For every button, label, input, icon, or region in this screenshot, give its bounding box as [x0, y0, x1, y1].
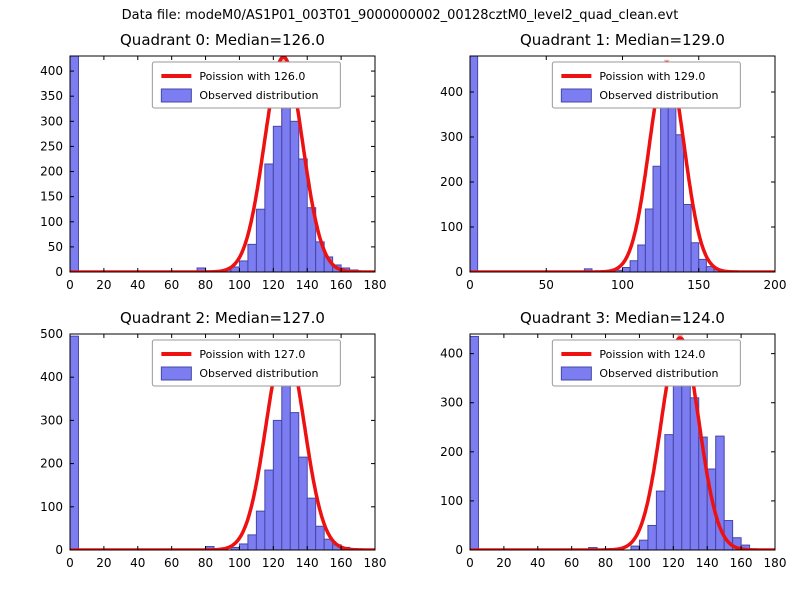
svg-text:Poission with 124.0: Poission with 124.0 — [599, 348, 705, 361]
svg-text:80: 80 — [198, 278, 213, 292]
svg-text:180: 180 — [764, 556, 787, 570]
svg-text:100: 100 — [40, 500, 63, 514]
quadrant-3: 0 20 40 60 80 100 120 140 160 180 0 100 200 300 400 Qua… — [400, 300, 800, 578]
svg-text:50: 50 — [539, 278, 554, 292]
quadrant-1: 0 50 100 150 200 0 100 200 300 400 Quadrant 1: Med… — [400, 22, 800, 300]
svg-text:250: 250 — [40, 139, 63, 153]
svg-text:300: 300 — [440, 130, 463, 144]
quadrant-1-chart: 0 50 100 150 200 0 100 200 300 400 Quadrant 1: Med… — [440, 31, 787, 292]
svg-text:0: 0 — [55, 265, 63, 279]
svg-text:120: 120 — [662, 556, 685, 570]
svg-text:Poission with 126.0: Poission with 126.0 — [199, 70, 305, 83]
svg-text:Observed distribution: Observed distribution — [199, 89, 318, 102]
quadrant-0: 0 20 40 60 80 100 120 140 160 180 0 50 100 150 200 250 3… — [0, 22, 400, 300]
svg-text:60: 60 — [164, 278, 179, 292]
quadrant-0-chart: 0 20 40 60 80 100 120 140 160 180 0 50 100 150 200 250 3… — [40, 31, 387, 292]
svg-text:Observed distribution: Observed distribution — [199, 367, 318, 380]
svg-text:400: 400 — [440, 347, 463, 361]
figure-title: Data file: modeM0/AS1P01_003T01_90000000… — [121, 8, 679, 23]
svg-text:300: 300 — [40, 114, 63, 128]
svg-text:0: 0 — [466, 556, 474, 570]
svg-text:60: 60 — [164, 556, 179, 570]
svg-text:80: 80 — [598, 556, 613, 570]
svg-text:0: 0 — [466, 278, 474, 292]
svg-text:120: 120 — [262, 278, 285, 292]
svg-text:60: 60 — [564, 556, 579, 570]
svg-text:160: 160 — [730, 556, 753, 570]
svg-text:300: 300 — [40, 413, 63, 427]
svg-text:200: 200 — [440, 445, 463, 459]
svg-text:200: 200 — [40, 457, 63, 471]
svg-text:150: 150 — [40, 190, 63, 204]
quadrant-2: 0 20 40 60 80 100 120 140 160 180 0 100 200 300 400 500… — [0, 300, 400, 578]
svg-text:0: 0 — [66, 556, 74, 570]
svg-text:Observed distribution: Observed distribution — [599, 89, 718, 102]
svg-text:140: 140 — [696, 556, 719, 570]
svg-text:300: 300 — [440, 396, 463, 410]
svg-text:400: 400 — [440, 85, 463, 99]
svg-text:100: 100 — [611, 278, 634, 292]
svg-text:0: 0 — [55, 543, 63, 557]
quadrant-2-chart: 0 20 40 60 80 100 120 140 160 180 0 100 200 300 400 500… — [40, 309, 387, 570]
svg-text:350: 350 — [40, 89, 63, 103]
svg-text:150: 150 — [687, 278, 710, 292]
svg-text:0: 0 — [66, 278, 74, 292]
svg-text:400: 400 — [40, 370, 63, 384]
svg-text:100: 100 — [40, 215, 63, 229]
svg-text:50: 50 — [48, 240, 63, 254]
svg-text:400: 400 — [40, 64, 63, 78]
svg-text:120: 120 — [262, 556, 285, 570]
svg-text:40: 40 — [530, 556, 545, 570]
svg-text:180: 180 — [364, 556, 387, 570]
svg-text:80: 80 — [198, 556, 213, 570]
quadrant-3-chart: 0 20 40 60 80 100 120 140 160 180 0 100 200 300 400 Qua… — [440, 309, 787, 570]
svg-text:40: 40 — [130, 278, 145, 292]
charts-grid: 0 20 40 60 80 100 120 140 160 180 0 50 100 150 200 250 3… — [0, 22, 800, 578]
svg-text:200: 200 — [440, 175, 463, 189]
svg-text:Quadrant 3: Median=124.0: Quadrant 3: Median=124.0 — [520, 309, 725, 327]
svg-text:Poission with 129.0: Poission with 129.0 — [599, 70, 705, 83]
svg-text:40: 40 — [130, 556, 145, 570]
svg-text:20: 20 — [96, 278, 111, 292]
svg-text:Quadrant 2: Median=127.0: Quadrant 2: Median=127.0 — [120, 309, 325, 327]
svg-text:Observed distribution: Observed distribution — [599, 367, 718, 380]
svg-text:Poission with 127.0: Poission with 127.0 — [199, 348, 305, 361]
svg-text:500: 500 — [40, 327, 63, 341]
svg-text:100: 100 — [228, 278, 251, 292]
svg-text:20: 20 — [96, 556, 111, 570]
svg-text:200: 200 — [40, 165, 63, 179]
svg-text:100: 100 — [440, 494, 463, 508]
svg-text:20: 20 — [496, 556, 511, 570]
svg-text:100: 100 — [628, 556, 651, 570]
svg-text:Quadrant 0: Median=126.0: Quadrant 0: Median=126.0 — [120, 31, 325, 49]
svg-text:160: 160 — [330, 278, 353, 292]
svg-text:140: 140 — [296, 278, 319, 292]
svg-text:160: 160 — [330, 556, 353, 570]
svg-text:0: 0 — [455, 265, 463, 279]
svg-text:100: 100 — [228, 556, 251, 570]
svg-text:180: 180 — [364, 278, 387, 292]
svg-text:100: 100 — [440, 220, 463, 234]
svg-text:Quadrant 1: Median=129.0: Quadrant 1: Median=129.0 — [520, 31, 725, 49]
svg-text:140: 140 — [296, 556, 319, 570]
svg-text:200: 200 — [764, 278, 787, 292]
svg-text:0: 0 — [455, 543, 463, 557]
